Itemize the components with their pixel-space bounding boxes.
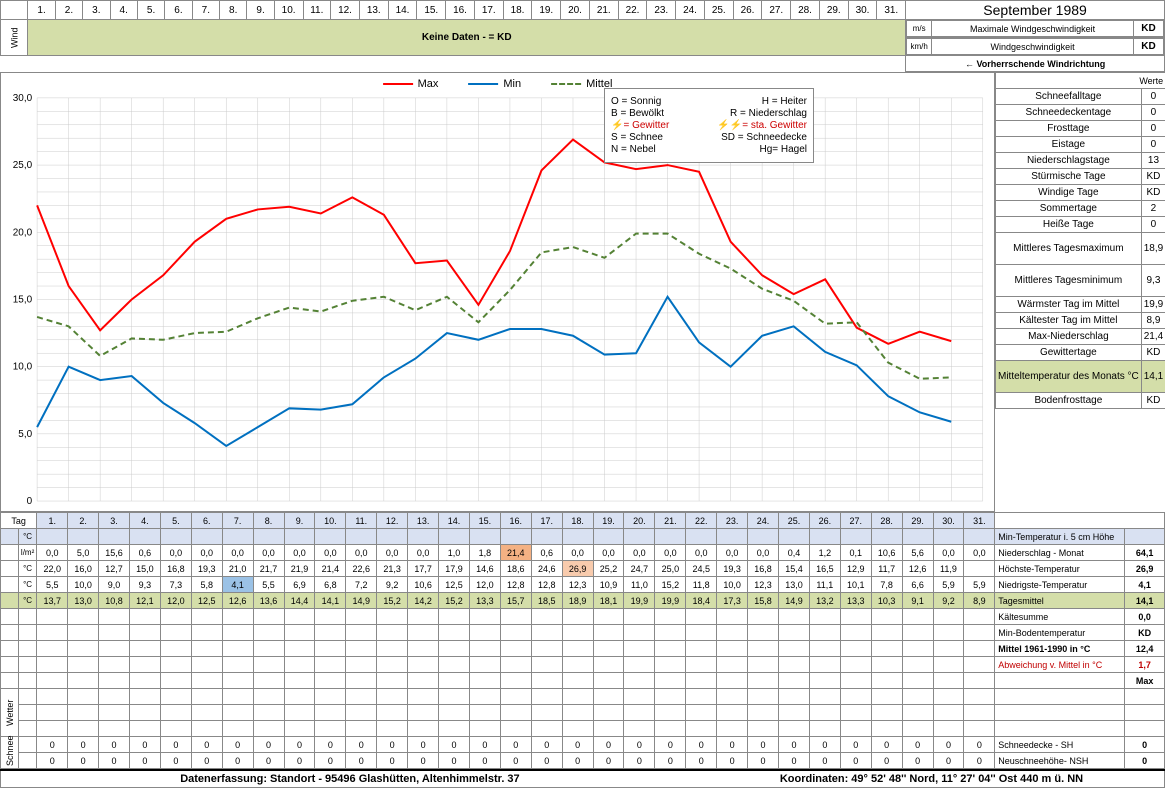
svg-text:10,0: 10,0 [13,362,33,373]
chart-svg: 0 5,0 10,0 15,0 20,0 25,0 30,0 [1,73,994,511]
svg-text:0: 0 [27,496,33,507]
wind-banner: Keine Daten - = KD [28,20,906,56]
data-table: Tag1.2.3.4.5.6.7.8.9.10.11.12.13.14.15.1… [0,512,1165,769]
svg-text:20,0: 20,0 [13,227,33,238]
temperature-chart: Max Min Mittel O = SonnigH = Heiter B = … [0,72,995,512]
chart-legend: Max Min Mittel [383,78,613,90]
sidebar-stats: Werte Schneefalltage0Schneedeckentage0Fr… [995,72,1165,409]
svg-text:5,0: 5,0 [18,429,32,440]
footer: Datenerfassung: Standort - 95496 Glashüt… [0,769,1165,788]
top-header-table: 1.2.3.4.5.6.7.8.9.10.11.12.13.14.15.16.1… [0,0,1165,72]
svg-text:25,0: 25,0 [13,160,33,171]
weather-symbol-legend: O = SonnigH = Heiter B = BewölktR = Nied… [604,88,814,163]
wind-label: Wind [1,20,28,56]
svg-text:15,0: 15,0 [13,294,33,305]
day-col: 1. [28,1,55,20]
page-title: September 1989 [906,1,1165,20]
svg-text:30,0: 30,0 [13,93,33,104]
